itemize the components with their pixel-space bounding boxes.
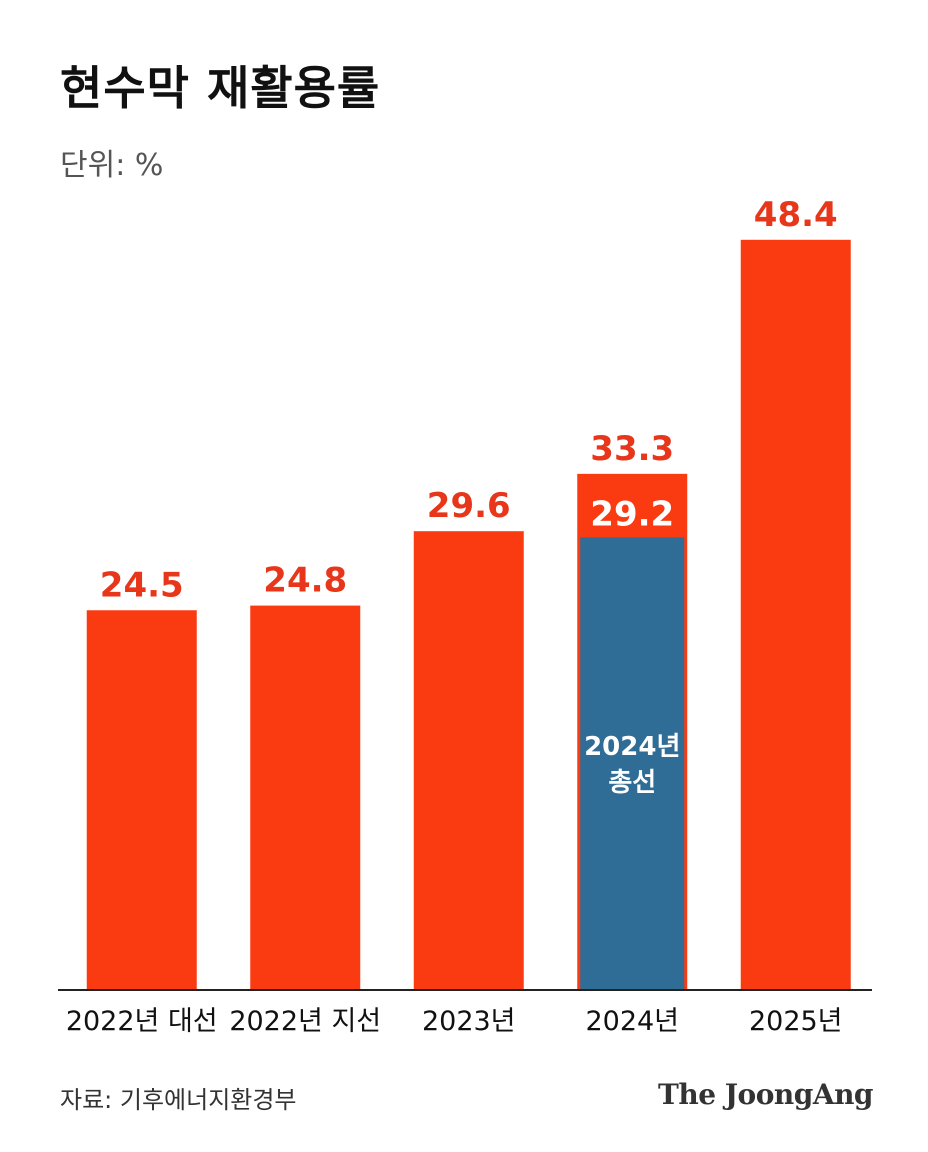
bar-0 bbox=[86, 610, 197, 990]
chart-title: 현수막 재활용률 bbox=[60, 61, 381, 115]
overlay-annotation-line-0: 2024년 bbox=[584, 732, 680, 762]
bar-value-label-1: 24.8 bbox=[263, 561, 347, 601]
x-tick-label-2: 2023년 bbox=[422, 1006, 516, 1037]
source-note: 자료: 기후에너지환경부 bbox=[60, 1086, 297, 1114]
unit-label: 단위: % bbox=[60, 148, 164, 183]
x-tick-label-3: 2024년 bbox=[585, 1006, 679, 1037]
x-tick-label-0: 2022년 대선 bbox=[66, 1006, 218, 1037]
brand-logo: The JoongAng bbox=[658, 1078, 873, 1111]
overlay-annotation-line-1: 총선 bbox=[608, 768, 656, 798]
sub-bar-value-label-3: 29.2 bbox=[590, 494, 674, 534]
bar-value-label-3: 33.3 bbox=[590, 429, 674, 469]
x-tick-label-4: 2025년 bbox=[749, 1006, 843, 1037]
x-tick-label-1: 2022년 지선 bbox=[229, 1006, 381, 1037]
bar-4 bbox=[740, 239, 851, 991]
sub-bar-3 bbox=[580, 537, 685, 990]
bar-1 bbox=[250, 605, 361, 990]
bar-value-label-2: 29.6 bbox=[427, 486, 511, 526]
bar-value-label-0: 24.5 bbox=[100, 565, 184, 605]
bar-value-label-4: 48.4 bbox=[754, 195, 838, 235]
bar-2 bbox=[413, 531, 524, 990]
